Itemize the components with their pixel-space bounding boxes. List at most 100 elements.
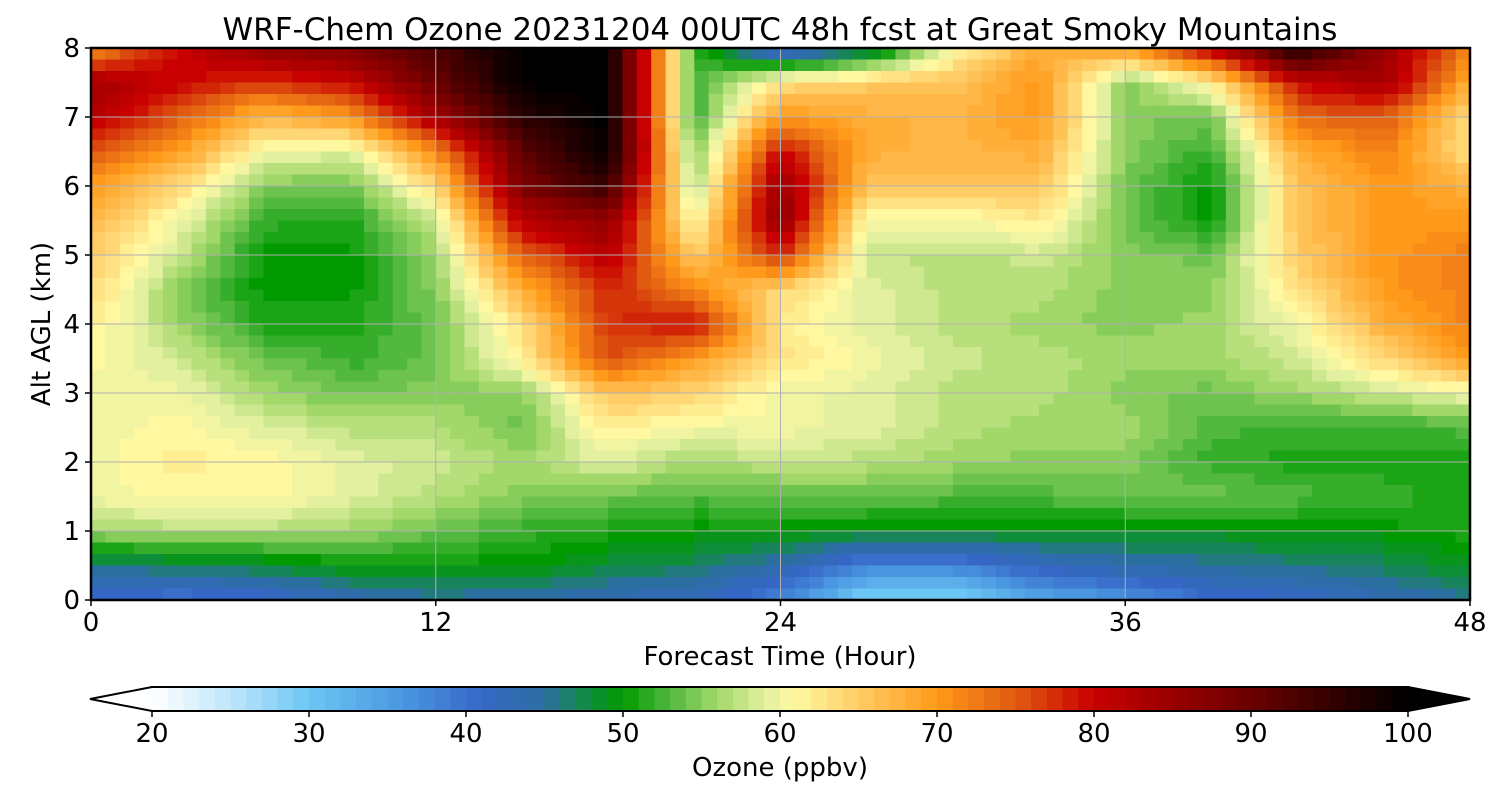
heatmap-cell bbox=[837, 565, 853, 578]
heatmap-cell bbox=[924, 554, 940, 567]
heatmap-cell bbox=[1010, 358, 1026, 371]
heatmap-cell bbox=[1197, 370, 1213, 383]
heatmap-cell bbox=[679, 117, 695, 130]
heatmap-cell bbox=[1383, 324, 1399, 337]
heatmap-cell bbox=[1125, 82, 1141, 95]
heatmap-cell bbox=[1355, 565, 1371, 578]
heatmap-cell bbox=[407, 335, 422, 348]
heatmap-cell bbox=[1383, 105, 1399, 118]
heatmap-cell bbox=[1197, 565, 1213, 578]
heatmap-cell bbox=[651, 404, 667, 417]
heatmap-cell bbox=[751, 151, 767, 164]
heatmap-cell bbox=[1082, 243, 1098, 256]
heatmap-cell bbox=[1110, 519, 1126, 532]
heatmap-cell bbox=[1153, 232, 1169, 245]
heatmap-cell bbox=[751, 381, 767, 394]
heatmap-cell bbox=[306, 59, 322, 72]
heatmap-cell bbox=[1311, 519, 1327, 532]
heatmap-cell bbox=[435, 416, 451, 429]
heatmap-cell bbox=[349, 255, 365, 268]
heatmap-cell bbox=[1383, 151, 1399, 164]
heatmap-cell bbox=[723, 94, 738, 107]
heatmap-cell bbox=[536, 462, 552, 475]
heatmap-cell bbox=[636, 519, 652, 532]
heatmap-cell bbox=[435, 117, 451, 130]
heatmap-cell bbox=[909, 358, 925, 371]
heatmap-cell bbox=[421, 117, 437, 130]
heatmap-cell bbox=[665, 48, 681, 61]
heatmap-cell bbox=[866, 496, 882, 509]
heatmap-cell bbox=[105, 531, 121, 544]
heatmap-cell bbox=[493, 588, 509, 601]
heatmap-cell bbox=[536, 71, 552, 84]
heatmap-cell bbox=[1355, 381, 1371, 394]
heatmap-cell bbox=[220, 554, 236, 567]
heatmap-cell bbox=[1398, 197, 1414, 210]
heatmap-cell bbox=[1225, 243, 1241, 256]
heatmap-cell bbox=[622, 427, 638, 440]
heatmap-cell bbox=[177, 358, 193, 371]
heatmap-cell bbox=[105, 220, 121, 233]
heatmap-cell bbox=[579, 220, 595, 233]
heatmap-cell bbox=[1426, 416, 1442, 429]
heatmap-cell bbox=[320, 324, 336, 337]
heatmap-cell bbox=[737, 105, 753, 118]
heatmap-cell bbox=[1182, 577, 1198, 590]
heatmap-cell bbox=[1067, 450, 1083, 463]
heatmap-cell bbox=[105, 588, 121, 601]
heatmap-cell bbox=[1039, 278, 1055, 291]
heatmap-cell bbox=[435, 335, 451, 348]
heatmap-cell bbox=[464, 312, 480, 325]
heatmap-cell bbox=[1311, 243, 1327, 256]
heatmap-cell bbox=[766, 209, 782, 222]
heatmap-cell bbox=[392, 370, 408, 383]
heatmap-cell bbox=[981, 312, 997, 325]
heatmap-cell bbox=[1039, 301, 1055, 314]
heatmap-cell bbox=[895, 462, 911, 475]
heatmap-cell bbox=[435, 496, 451, 509]
heatmap-cell bbox=[1240, 117, 1256, 130]
heatmap-cell bbox=[1412, 94, 1428, 107]
heatmap-cell bbox=[1182, 278, 1198, 291]
heatmap-cell bbox=[981, 232, 997, 245]
heatmap-cell bbox=[708, 381, 724, 394]
heatmap-cell bbox=[794, 278, 810, 291]
heatmap-cell bbox=[694, 427, 710, 440]
heatmap-cell bbox=[593, 82, 609, 95]
heatmap-cell bbox=[191, 393, 207, 406]
heatmap-cell bbox=[205, 496, 221, 509]
heatmap-cell bbox=[91, 105, 106, 118]
heatmap-cell bbox=[679, 485, 695, 498]
heatmap-cell bbox=[751, 519, 767, 532]
heatmap-cell bbox=[1197, 289, 1213, 302]
heatmap-cell bbox=[177, 404, 193, 417]
heatmap-cell bbox=[521, 588, 537, 601]
heatmap-cell bbox=[349, 427, 365, 440]
heatmap-cell bbox=[708, 370, 724, 383]
heatmap-cell bbox=[1340, 450, 1356, 463]
heatmap-cell bbox=[220, 117, 236, 130]
heatmap-cell bbox=[852, 462, 868, 475]
heatmap-cell bbox=[608, 266, 624, 279]
heatmap-cell bbox=[1412, 266, 1428, 279]
heatmap-cell bbox=[1398, 71, 1414, 84]
heatmap-cell bbox=[177, 197, 193, 210]
heatmap-cell bbox=[277, 565, 293, 578]
heatmap-cell bbox=[1311, 577, 1327, 590]
heatmap-cell bbox=[1283, 59, 1299, 72]
heatmap-cell bbox=[1383, 48, 1399, 61]
heatmap-cell bbox=[608, 140, 624, 153]
heatmap-cell bbox=[91, 140, 106, 153]
heatmap-cell bbox=[1355, 358, 1371, 371]
heatmap-cell bbox=[119, 117, 135, 130]
heatmap-cell bbox=[622, 393, 638, 406]
heatmap-cell bbox=[1225, 174, 1241, 187]
heatmap-cell bbox=[1455, 301, 1471, 314]
heatmap-cell bbox=[363, 554, 379, 567]
heatmap-cell bbox=[622, 324, 638, 337]
heatmap-cell bbox=[1268, 105, 1284, 118]
heatmap-cell bbox=[608, 94, 624, 107]
heatmap-cell bbox=[751, 140, 767, 153]
heatmap-cell bbox=[895, 186, 911, 199]
heatmap-cell bbox=[421, 140, 437, 153]
